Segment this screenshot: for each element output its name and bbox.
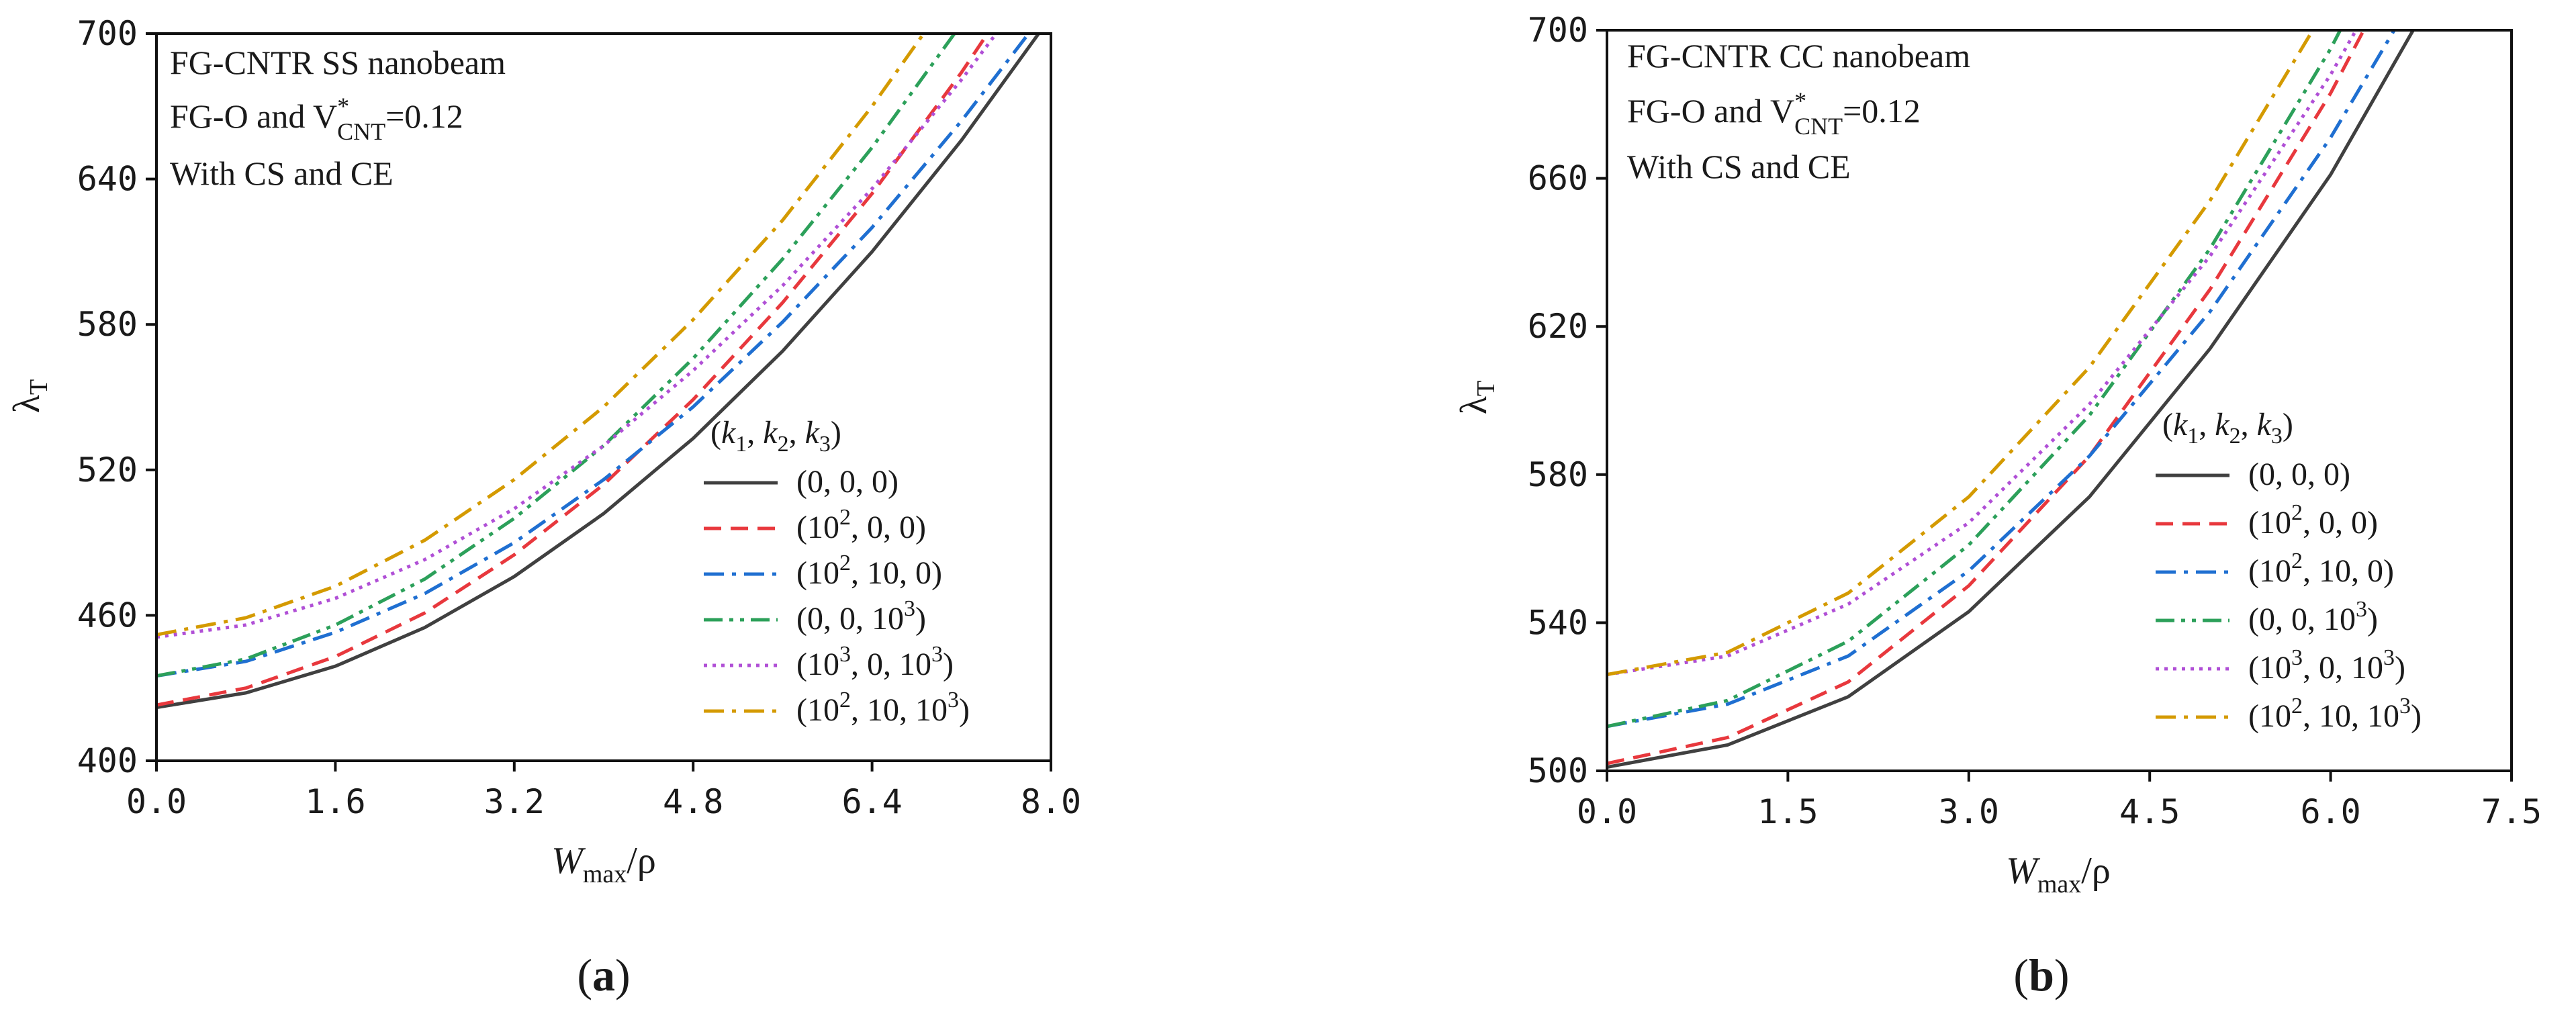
series-line-1 <box>156 34 1041 710</box>
y-tick-label: 620 <box>1528 307 1588 346</box>
x-tick-label: 1.5 <box>1757 792 1818 831</box>
plot-frame <box>155 32 1052 762</box>
y-tick-label: 580 <box>1528 455 1588 494</box>
annotation-3: With CS and CE <box>170 154 394 192</box>
legend-label-1: (0, 0, 0) <box>796 464 899 500</box>
y-tick-label: 640 <box>77 160 138 199</box>
y-axis-label: λT <box>1453 381 1500 414</box>
y-axis-label: λT <box>6 379 53 413</box>
panel-caption-b: (b) <box>2013 949 2069 1000</box>
series-line-4 <box>1607 30 2342 729</box>
y-tick-label: 520 <box>77 451 138 489</box>
chart-panel-a: 0.0 1.6 3.2 4.8 6.4 8.0 400 460 520 580 640 700 FG-C… <box>6 14 1081 1000</box>
y-tick-label: 460 <box>77 596 138 635</box>
series-line-6 <box>1607 30 2315 677</box>
legend-title: (k1, k2, k3) <box>2162 407 2293 449</box>
legend-label-2: (102, 0, 0) <box>2248 500 2378 541</box>
plot-frame <box>1606 29 2513 772</box>
y-tick-label: 500 <box>1528 751 1588 790</box>
y-tick-label: 580 <box>77 305 138 344</box>
x-axis-label: Wmax/ρ <box>551 840 656 888</box>
x-tick-label: 7.5 <box>2481 792 2542 831</box>
legend-label-4: (0, 0, 103) <box>796 596 926 637</box>
y-tick-label: 400 <box>77 741 138 780</box>
legend-label-1: (0, 0, 0) <box>2248 457 2350 492</box>
x-axis-label: Wmax/ρ <box>2006 850 2111 898</box>
series-line-3 <box>156 34 1031 678</box>
annotation-3: With CS and CE <box>1627 148 1851 185</box>
legend-label-4: (0, 0, 103) <box>2248 597 2378 637</box>
x-tick-label: 3.2 <box>484 782 545 821</box>
y-tick-label: 700 <box>77 14 138 53</box>
y-tick-label: 540 <box>1528 603 1588 642</box>
series-line-2 <box>1607 30 2366 765</box>
y-tick-label: 660 <box>1528 159 1588 198</box>
x-tick-label: 6.4 <box>841 782 902 821</box>
chart-panel-b: 0.0 1.5 3.0 4.5 6.0 7.5 500 540 580 620 660 700 FG-C… <box>1453 11 2542 1000</box>
legend-label-3: (102, 10, 0) <box>2248 549 2394 589</box>
legend-label-5: (103, 0, 103) <box>2248 645 2405 686</box>
x-tick-label: 4.5 <box>2119 792 2180 831</box>
x-tick-label: 4.8 <box>663 782 723 821</box>
x-tick-label: 8.0 <box>1021 782 1081 821</box>
series-line-4 <box>156 34 957 678</box>
x-tick-label: 6.0 <box>2300 792 2360 831</box>
legend-label-6: (102, 10, 103) <box>2248 694 2422 734</box>
annotation-2: FG-O and V* CNT=0.12 <box>170 93 463 145</box>
annotation-1: FG-CNTR SS nanobeam <box>170 44 506 81</box>
legend-title: (k1, k2, k3) <box>710 415 841 457</box>
x-tick-label: 1.6 <box>305 782 365 821</box>
y-tick-label: 700 <box>1528 11 1588 50</box>
legend-label-3: (102, 10, 0) <box>796 551 942 591</box>
legend-label-2: (102, 0, 0) <box>796 505 926 545</box>
series-line-1 <box>1607 30 2416 769</box>
series-line-3 <box>1607 30 2397 729</box>
legend-label-5: (103, 0, 103) <box>796 642 954 682</box>
x-tick-label: 3.0 <box>1939 792 1999 831</box>
annotation-2: FG-O and V* CNT=0.12 <box>1627 87 1921 140</box>
x-tick-label: 0.0 <box>126 782 187 821</box>
series-line-2 <box>156 34 990 707</box>
x-tick-label: 0.0 <box>1577 792 1637 831</box>
annotation-1: FG-CNTR CC nanobeam <box>1627 37 1970 75</box>
legend-label-6: (102, 10, 103) <box>796 688 970 728</box>
series-line-5 <box>1607 30 2358 677</box>
panel-caption-a: (a) <box>577 949 630 1000</box>
